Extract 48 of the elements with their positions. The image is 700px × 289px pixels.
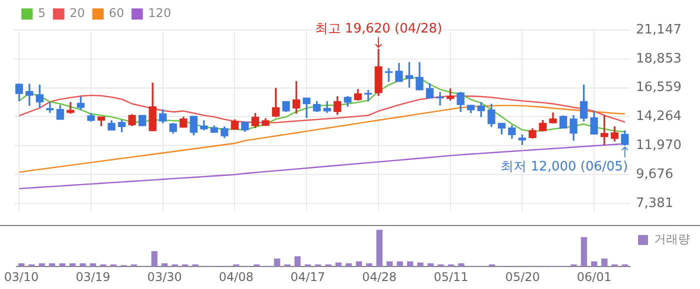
legend-label: 60	[108, 6, 124, 20]
x-tick-label: 05/20	[505, 270, 540, 284]
y-tick-label: 18,853	[636, 51, 682, 66]
bar	[151, 251, 158, 267]
y-tick-label: 16,559	[636, 80, 682, 96]
bar	[376, 230, 382, 267]
legend-label: 거래량	[654, 232, 690, 246]
x-tick-label: 04/28	[362, 270, 397, 284]
bar	[335, 262, 342, 267]
y-tick-label: 14,264	[636, 109, 682, 124]
bar	[274, 258, 280, 267]
y-tick-label: 11,970	[636, 138, 682, 153]
legend-label: 20	[70, 6, 85, 20]
bar	[325, 264, 332, 267]
bar	[192, 264, 198, 267]
bar	[407, 261, 414, 267]
candlestick	[436, 92, 444, 106]
bar	[591, 261, 598, 267]
bar	[438, 264, 444, 267]
candlestick	[46, 102, 54, 113]
x-tick-label: 05/11	[434, 270, 468, 284]
annotation: 최저 12,000 (06/05)	[500, 160, 628, 175]
bar	[80, 263, 86, 267]
bar	[233, 264, 240, 267]
annotation: 최고 19,620 (04/28)	[314, 22, 442, 37]
legend-label: 120	[148, 6, 172, 20]
x-tick-label: 04/17	[290, 270, 326, 284]
bar	[356, 261, 362, 267]
bar	[396, 261, 403, 267]
y-tick-label: 7,381	[636, 196, 674, 211]
bar	[294, 256, 301, 267]
bar	[100, 264, 106, 267]
x-tick-label: 04/08	[218, 270, 254, 284]
bar	[386, 261, 393, 267]
x-tick-label: 06/01	[576, 270, 612, 284]
legend-label: 5	[38, 6, 46, 20]
x-tick-label: 03/10	[4, 270, 39, 284]
bar	[580, 237, 588, 267]
x-tick-label: 03/19	[76, 270, 110, 284]
bar	[601, 258, 608, 267]
x-tick-label: 03/30	[147, 270, 182, 284]
bar	[346, 263, 352, 267]
bar	[417, 262, 424, 267]
bar	[458, 263, 464, 267]
y-tick-label: 9,676	[636, 166, 674, 182]
bar	[570, 264, 577, 267]
bar	[304, 264, 311, 267]
y-tick-label: 21,147	[636, 22, 682, 38]
